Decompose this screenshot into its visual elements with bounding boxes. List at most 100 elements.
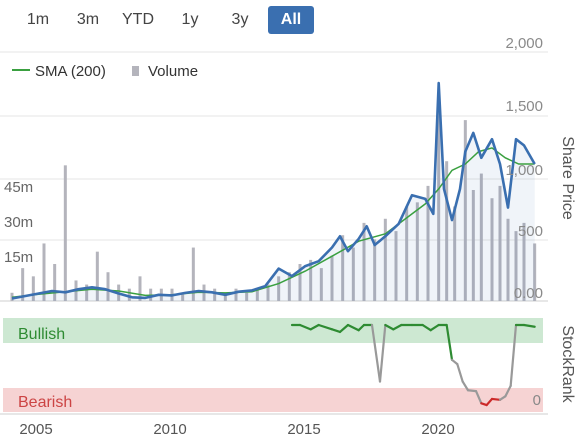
volume-bar <box>514 231 518 301</box>
stockrank-segment <box>509 323 518 387</box>
volume-bar <box>63 165 67 301</box>
volume-bar <box>85 284 89 301</box>
volume-legend-swatch <box>132 66 139 76</box>
price-tick-label: 2,000 <box>505 35 543 52</box>
volume-bar <box>266 284 270 301</box>
x-tick-label: 2020 <box>421 421 454 438</box>
range-button-3y[interactable]: 3y <box>231 11 249 28</box>
volume-bar <box>445 161 449 301</box>
volume-bar <box>53 264 57 301</box>
volume-bar <box>479 173 483 301</box>
volume-tick-label: 30m <box>4 214 33 231</box>
volume-bar <box>533 243 537 301</box>
volume-bar <box>394 231 398 301</box>
stockrank-segment <box>490 397 502 401</box>
volume-bar <box>437 103 441 302</box>
volume-bar <box>383 218 387 301</box>
stockrank-segment <box>330 328 342 334</box>
price-line <box>11 81 536 300</box>
stockrank-line <box>290 323 536 407</box>
volume-bar <box>341 235 345 301</box>
volume-bar <box>319 268 323 301</box>
volume-bar <box>373 239 377 301</box>
volume-bar <box>234 288 238 301</box>
stockrank-segment <box>370 323 382 383</box>
volume-bar <box>277 276 281 301</box>
price-tick-label: 1,500 <box>505 98 543 115</box>
price-axis-title: Share Price <box>559 136 576 220</box>
range-button-3m[interactable]: 3m <box>76 11 100 28</box>
volume-bar <box>95 251 99 301</box>
volume-bar <box>42 243 46 301</box>
volume-bar <box>362 222 366 301</box>
bullish-band <box>3 318 543 343</box>
volume-bar <box>522 222 526 301</box>
price-tick-label: 500 <box>518 223 543 240</box>
stockrank-segment <box>392 323 403 331</box>
volume-bar <box>255 288 259 301</box>
volume-bar <box>106 272 110 301</box>
stockrank-segment <box>456 363 464 383</box>
stockrank-segment <box>309 323 320 331</box>
volume-tick-label: 45m <box>4 179 33 196</box>
stockrank-axis-title: StockRank <box>559 325 576 403</box>
volume-bar <box>506 218 510 301</box>
stockrank-segment <box>445 323 454 361</box>
range-button-all[interactable]: All <box>268 6 314 34</box>
stockrank-segment <box>466 389 478 393</box>
volume-bar <box>498 185 502 301</box>
volume-tick-label: 15m <box>4 249 33 266</box>
volume-bar <box>245 292 249 301</box>
range-button-1m[interactable]: 1m <box>26 11 50 28</box>
volume-bar <box>463 120 467 301</box>
range-button-ytd[interactable]: YTD <box>122 11 154 28</box>
stockrank-segment <box>298 323 312 331</box>
stockrank-segment <box>346 323 360 332</box>
x-tick-label: 2015 <box>287 421 320 438</box>
stockrank-segment <box>522 323 536 328</box>
stockrank-segment <box>474 390 483 405</box>
stockrank-segment <box>357 323 366 332</box>
volume-bar <box>453 206 457 301</box>
price-area-fill <box>12 83 535 301</box>
stockrank-segment <box>421 323 432 332</box>
volume-bar <box>31 276 35 301</box>
volume-bar <box>426 185 430 301</box>
volume-bar <box>287 272 291 301</box>
volume-bar <box>127 288 131 301</box>
volume-bar <box>223 292 227 301</box>
legend-sma-label: SMA (200) <box>35 63 106 80</box>
volume-bar <box>309 259 313 301</box>
stockrank-segment <box>338 323 350 334</box>
price-tick-label: 0.00 <box>514 285 543 302</box>
volume-bar <box>191 247 195 301</box>
volume-bar <box>490 198 494 301</box>
stockrank-segment <box>461 380 470 392</box>
bearish-band <box>3 388 543 412</box>
legend-volume-label: Volume <box>148 63 198 80</box>
stockrank-segment <box>317 323 334 331</box>
stockrank-zero-label: 0 <box>533 392 541 409</box>
bearish-label: Bearish <box>18 394 72 411</box>
volume-bar <box>21 268 25 301</box>
stockrank-segment <box>450 358 459 366</box>
volume-bar <box>298 264 302 301</box>
stockrank-segment <box>485 397 494 407</box>
range-selector: 1m 3m YTD 1y 3y All <box>0 6 330 36</box>
volume-bar <box>405 206 409 301</box>
volume-bar <box>330 255 334 301</box>
stockrank-segment <box>378 323 387 383</box>
volume-bar <box>471 190 475 301</box>
volume-bar <box>138 276 142 301</box>
range-button-1y[interactable]: 1y <box>181 11 199 28</box>
volume-bar <box>181 292 185 301</box>
stockrank-segment <box>384 323 395 331</box>
stockrank-segment <box>504 384 512 398</box>
x-tick-label: 2010 <box>153 421 186 438</box>
stockrank-segment <box>429 323 440 332</box>
volume-bar <box>351 247 355 301</box>
volume-bar <box>415 202 419 301</box>
price-tick-label: 1,000 <box>505 162 543 179</box>
bullish-label: Bullish <box>18 326 65 343</box>
